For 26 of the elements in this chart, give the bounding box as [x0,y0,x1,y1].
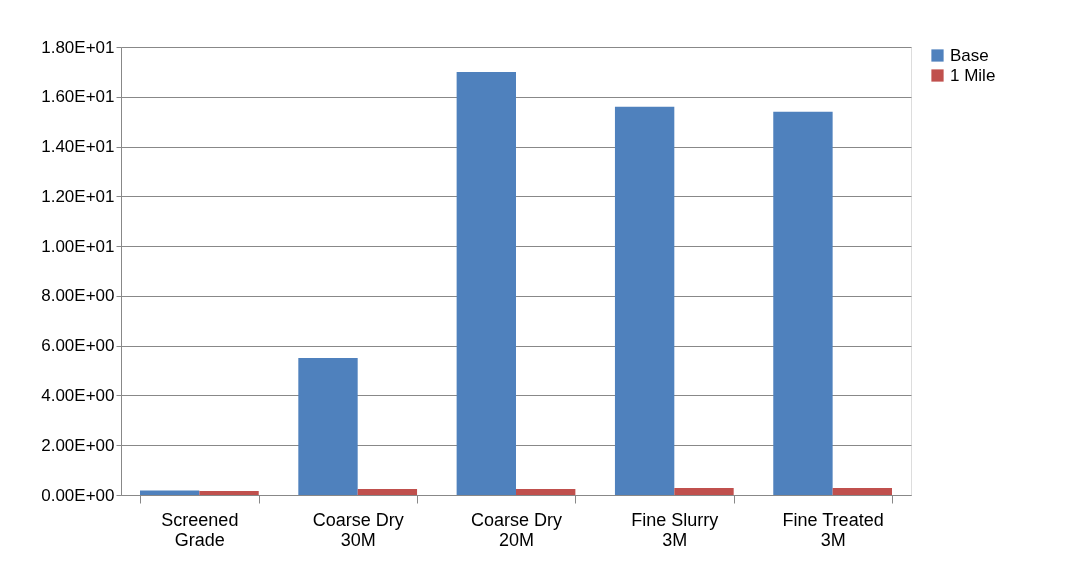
bar [516,489,576,495]
y-tick-label: 6.00E+00 [41,336,115,356]
y-tick-label: 1.60E+01 [41,87,115,107]
y-tick-label: 1.00E+01 [41,236,115,256]
x-tick-label: Screened Grade [161,509,239,550]
y-tick-label: 4.00E+00 [41,385,115,405]
bar [199,491,259,495]
legend-label: 1 Mile [950,65,996,85]
legend-label: Base [950,45,989,65]
x-tick-label: Fine Slurry 3M [631,509,719,550]
bar [357,489,418,495]
y-tick-label: 1.20E+01 [41,186,115,206]
bar [456,71,516,495]
y-tick-label: 0.00E+00 [41,485,115,505]
y-tick-label: 1.80E+01 [41,37,115,57]
x-tick-label: Fine Treated 3M [782,509,884,550]
x-tick-label: Coarse Dry 20M [470,509,563,550]
bar [773,111,833,495]
bar [614,106,675,495]
y-tick-label: 1.40E+01 [41,137,115,157]
y-tick-label: 2.00E+00 [41,435,115,455]
y-tick-label: 8.00E+00 [41,286,115,306]
bar [832,488,892,495]
x-tick-label: Coarse Dry 30M [312,509,404,550]
bar [298,358,358,495]
bar [674,488,734,495]
